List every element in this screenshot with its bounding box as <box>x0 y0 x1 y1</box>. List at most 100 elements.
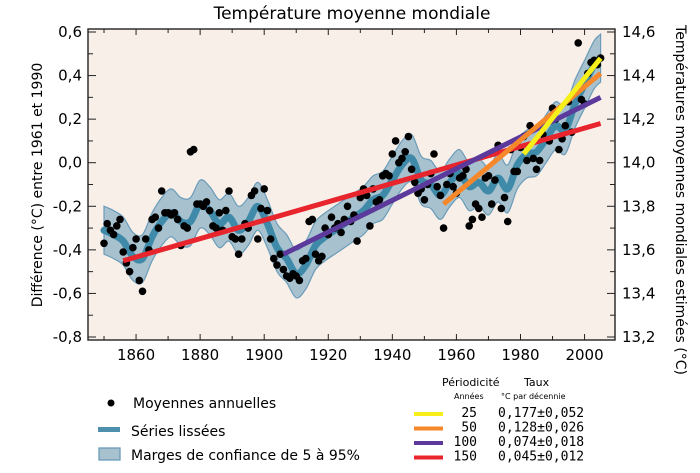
annual-mean-dot <box>183 224 192 232</box>
legend-line-symbol <box>98 427 120 432</box>
annual-mean-dot <box>443 180 451 189</box>
annual-mean-dot <box>449 182 458 191</box>
annual-mean-dot <box>500 193 509 202</box>
y-right-tick-label: 14,2 <box>622 110 655 128</box>
annual-mean-dot <box>231 235 240 243</box>
rates-swatch-100 <box>414 441 443 445</box>
annual-mean-dot <box>202 198 211 206</box>
annual-mean-dot <box>404 132 413 141</box>
annual-mean-dot <box>497 204 506 213</box>
annual-mean-dot <box>238 235 246 243</box>
rates-period-100: 100 <box>454 435 477 450</box>
rates-value-150: 0,045±0,012 <box>498 450 584 465</box>
annual-mean-dot <box>154 224 163 232</box>
annual-mean-dot <box>420 196 429 204</box>
annual-mean-dot <box>308 215 317 224</box>
y-right-tick-label: 13,2 <box>622 328 655 346</box>
annual-mean-dot <box>253 235 262 243</box>
annual-mean-dot <box>513 167 522 176</box>
rates-header-rate: Taux <box>523 376 550 389</box>
annual-mean-dot <box>366 222 374 230</box>
trend-line-25 <box>521 56 603 156</box>
rates-value-50: 0,128±0,026 <box>498 421 584 436</box>
rates-sub-period: Années <box>454 391 484 401</box>
annual-mean-dot <box>503 217 512 226</box>
y-tick-label: 0,4 <box>58 67 82 85</box>
annual-mean-dot <box>222 206 230 215</box>
annual-mean-dot <box>225 187 233 195</box>
annual-mean-dot <box>257 204 265 213</box>
y-right-tick-label: 14,4 <box>622 67 655 85</box>
x-tick-label: 1900 <box>245 346 283 364</box>
y-tick-label: -0,8 <box>53 328 82 346</box>
rates-period-25: 25 <box>461 406 477 421</box>
annual-mean-dot <box>436 191 445 200</box>
annual-mean-dot <box>574 39 582 47</box>
rates-sub-rate: °C par décennie <box>501 391 566 401</box>
x-tick-label: 1940 <box>373 346 411 364</box>
y-tick-label: 0,2 <box>58 110 82 128</box>
rates-table: Périodicité Taux Années °C par décennie … <box>414 376 584 465</box>
annual-mean-dot <box>189 145 198 154</box>
annual-mean-dot <box>327 213 336 221</box>
annual-mean-dot <box>263 206 272 215</box>
x-tick-label: 2000 <box>565 346 603 364</box>
legend-label-confidence: Marges de confiance de 5 à 95% <box>131 448 360 464</box>
legend-box-symbol <box>98 447 121 461</box>
annual-mean-dot <box>343 202 352 211</box>
annual-mean-dot <box>170 209 179 217</box>
annual-mean-dot <box>407 165 416 174</box>
annual-mean-dot <box>205 206 214 215</box>
annual-mean-dot <box>311 250 320 258</box>
y-tick-label: -0,6 <box>53 284 82 302</box>
annual-mean-dot <box>157 187 166 195</box>
annual-mean-dot <box>353 237 361 245</box>
y-right-tick-label: 14,6 <box>622 23 655 41</box>
annual-mean-dot <box>484 172 493 180</box>
annual-mean-dot <box>276 250 285 258</box>
legend-label-smoothed: Séries lissées <box>131 424 225 440</box>
legend-dot-symbol <box>107 399 115 407</box>
rates-period-150: 150 <box>454 450 477 465</box>
annual-mean-dot <box>459 172 467 180</box>
annual-mean-dot <box>430 150 438 158</box>
annual-mean-dot <box>212 224 220 232</box>
annual-mean-dot <box>318 252 326 261</box>
x-tick-label: 1980 <box>501 346 539 364</box>
rates-swatch-50 <box>414 426 443 431</box>
annual-mean-dot <box>491 176 499 184</box>
rates-header-period: Périodicité <box>442 376 500 389</box>
annual-mean-dot <box>270 254 278 263</box>
y-right-tick-label: 14,0 <box>622 154 655 172</box>
rates-value-25: 0,177±0,052 <box>498 406 584 421</box>
y-axis-label-right: Températures moyennes mondiales estimées… <box>672 24 688 375</box>
annual-mean-dot <box>401 148 410 156</box>
annual-mean-dot <box>173 215 182 224</box>
y-tick-label: 0,6 <box>58 23 82 41</box>
annual-mean-dot <box>138 287 147 296</box>
annual-mean-dot <box>337 228 345 237</box>
annual-mean-dot <box>273 261 281 269</box>
legend-label-annual: Moyennes annuelles <box>133 396 276 412</box>
trend-lines-layer <box>122 56 603 264</box>
annual-mean-dot <box>234 250 243 258</box>
y-axis-left: 0,6 0,4 0,2 0,0 -0,2 -0,4 -0,6 -0,8 <box>53 23 96 346</box>
x-axis: 1860 1880 1900 1920 1940 1960 1980 2000 <box>103 29 604 364</box>
annual-mean-dot <box>529 154 538 163</box>
rates-swatch-25 <box>414 412 443 416</box>
annual-mean-dot <box>523 156 531 165</box>
chart-title: Température moyenne mondiale <box>213 4 491 24</box>
annual-mean-dot <box>465 222 474 230</box>
x-tick-label: 1920 <box>309 346 347 364</box>
x-tick-label: 1860 <box>117 346 155 364</box>
annual-mean-dot <box>279 265 288 274</box>
annual-mean-dot <box>116 215 124 224</box>
annual-mean-dot <box>302 254 310 263</box>
annual-mean-dot <box>135 276 144 285</box>
x-tick-label: 1880 <box>181 346 219 364</box>
x-tick-label: 1960 <box>437 346 475 364</box>
y-tick-label: -0,4 <box>53 241 82 259</box>
y-tick-label: 0,0 <box>58 154 82 172</box>
y-right-tick-label: 13,8 <box>622 197 655 215</box>
